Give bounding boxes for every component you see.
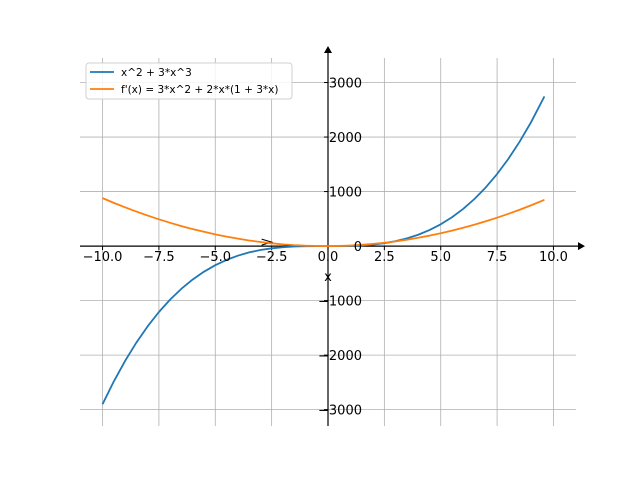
legend-box xyxy=(85,62,293,100)
x-tick-label-5: 2.5 xyxy=(374,250,395,265)
y-tick-label-4: 1000 xyxy=(329,186,362,201)
y-axis-arrow xyxy=(324,46,332,53)
axes xyxy=(80,46,585,426)
x-tick-label-7: 7.5 xyxy=(487,250,508,265)
y-tick-label-2: −1000 xyxy=(318,295,362,310)
x-axis-arrow xyxy=(578,242,585,251)
series-line-1 xyxy=(102,197,545,247)
x-tick-label-1: −7.5 xyxy=(143,250,175,265)
legend: x^2 + 3*x^3 f'(x) = 3*x^2 + 2*x*(1 + 3*x) xyxy=(85,62,293,100)
y-tick-label-6: 3000 xyxy=(329,77,362,92)
x-tick-label-8: 10.0 xyxy=(539,250,568,265)
x-axis-label: x xyxy=(324,270,332,285)
y-tick-label-0: −3000 xyxy=(318,404,362,419)
legend-label-1: f'(x) = 3*x^2 + 2*x*(1 + 3*x) xyxy=(121,84,278,96)
x-tick-label-2: −5.0 xyxy=(199,250,231,265)
tick-labels: −10.0 −7.5 −5.0 −2.5 0.0 2.5 5.0 7.5 10.0 −3000 −2… xyxy=(83,77,568,419)
y-tick-label-1: −2000 xyxy=(318,349,362,364)
y-tick-label-5: 2000 xyxy=(329,131,362,146)
direction-arrow xyxy=(261,238,274,246)
x-tick-label-0: −10.0 xyxy=(83,250,123,265)
y-tick-label-3: 0 xyxy=(354,240,362,255)
x-tick-label-6: 5.0 xyxy=(430,250,451,265)
legend-label-0: x^2 + 3*x^3 xyxy=(121,67,192,79)
x-tick-label-4: 0.0 xyxy=(318,250,339,265)
series-lines xyxy=(101,95,546,405)
x-tick-label-3: −2.5 xyxy=(256,250,288,265)
